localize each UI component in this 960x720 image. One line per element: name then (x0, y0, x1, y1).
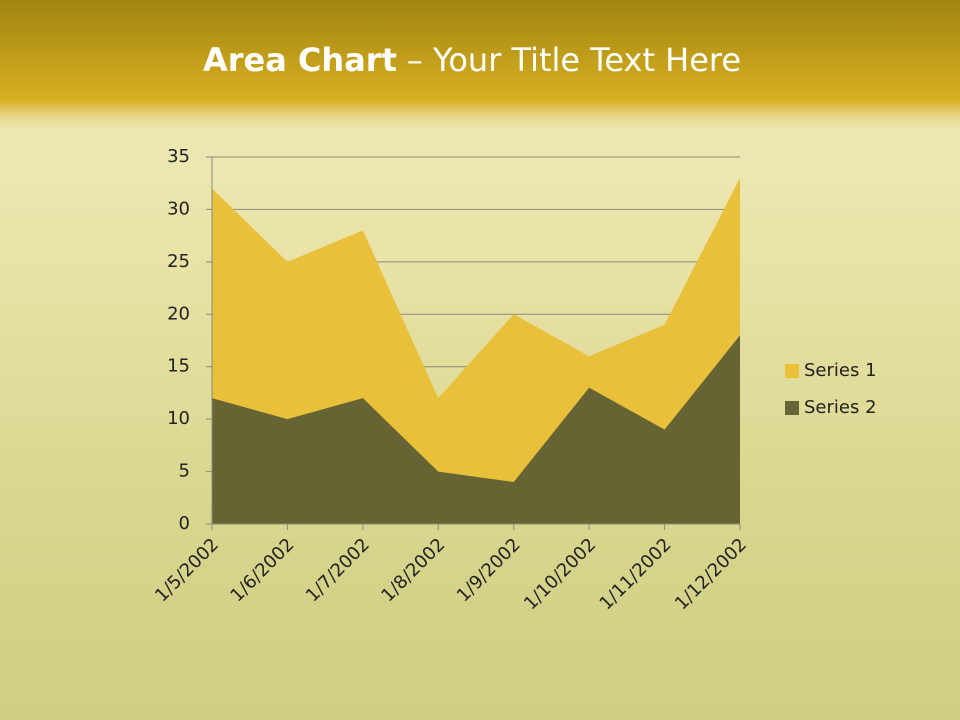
y-tick-label: 30 (167, 198, 190, 219)
y-tick-label: 5 (179, 461, 190, 482)
legend-swatch (785, 401, 799, 415)
y-tick-label: 15 (167, 356, 190, 377)
title-band (0, 0, 960, 135)
y-tick-label: 10 (167, 408, 190, 429)
legend-label: Series 2 (804, 397, 877, 418)
y-tick-label: 25 (167, 251, 190, 272)
slide-title: Area Chart – Your Title Text Here (203, 41, 741, 79)
legend-label: Series 1 (804, 360, 877, 381)
y-tick-label: 20 (167, 303, 190, 324)
title-rest: – Your Title Text Here (407, 41, 741, 79)
y-tick-label: 0 (179, 513, 190, 534)
area (212, 335, 740, 524)
title-bold: Area Chart (203, 41, 397, 79)
y-tick-label: 35 (167, 146, 190, 167)
legend-swatch (785, 364, 799, 378)
